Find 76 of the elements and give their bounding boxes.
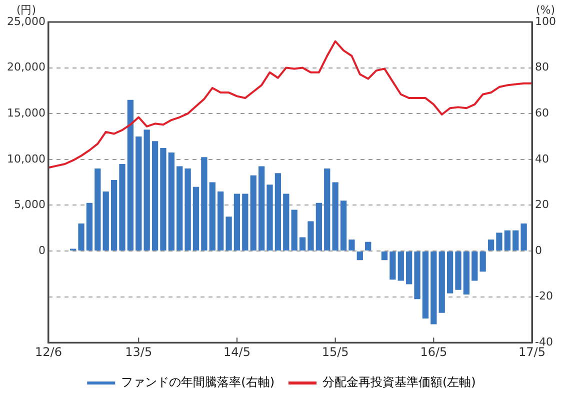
- y-tick-label: 25,000: [6, 14, 46, 28]
- bar: [414, 252, 420, 300]
- bar: [119, 164, 126, 250]
- bar: [520, 224, 527, 250]
- bar: [438, 252, 445, 313]
- bar: [127, 100, 134, 250]
- bar: [488, 240, 494, 250]
- bar: [209, 182, 216, 250]
- y-tick-label: 15,000: [6, 106, 46, 120]
- bar: [308, 221, 314, 250]
- bar: [446, 252, 454, 294]
- bar: [102, 191, 109, 250]
- bar: [496, 232, 502, 250]
- bar: [390, 252, 396, 280]
- bar: [250, 175, 256, 250]
- legend-label: 分配金再投資基準価額(左軸): [322, 375, 476, 390]
- bar: [136, 136, 142, 250]
- y2-tick-label: 20: [535, 198, 550, 212]
- bar: [192, 186, 200, 250]
- y-tick-label: 10,000: [6, 152, 46, 166]
- y-axis-title: (円): [16, 3, 36, 16]
- bar: [218, 191, 224, 250]
- bar: [299, 237, 306, 250]
- bar: [332, 182, 338, 250]
- bar: [316, 202, 322, 250]
- bar: [324, 168, 330, 250]
- bar: [226, 216, 232, 250]
- bar: [422, 252, 429, 319]
- bar: [168, 152, 174, 250]
- bar: [78, 224, 84, 250]
- bar: [356, 252, 363, 260]
- x-tick-label: 15/5: [322, 344, 349, 359]
- bar: [348, 240, 355, 250]
- x-tick-label: 13/5: [125, 344, 152, 359]
- x-tick-label: 16/5: [420, 344, 448, 359]
- bar: [258, 166, 265, 250]
- bar: [480, 252, 486, 272]
- bar: [266, 184, 273, 250]
- y2-tick-label: -20: [535, 290, 553, 303]
- bar: [291, 210, 298, 250]
- y2-tick-label: 40: [535, 152, 550, 166]
- legend-label: ファンドの年間騰落率(右軸): [121, 375, 275, 390]
- bar: [234, 194, 240, 250]
- bar: [144, 130, 150, 250]
- bar: [274, 173, 282, 250]
- bar: [184, 168, 191, 250]
- y2-tick-label: 80: [535, 60, 550, 74]
- y-tick-label: 0: [38, 244, 46, 257]
- bar: [430, 252, 437, 324]
- bar: [152, 141, 158, 250]
- bar: [201, 157, 208, 250]
- bar: [406, 252, 412, 284]
- y2-tick-label: 100: [535, 14, 556, 28]
- bar: [455, 252, 462, 290]
- bar: [94, 168, 101, 250]
- bar: [365, 242, 372, 250]
- y2-axis-title: (%): [536, 3, 556, 16]
- y2-tick-label: 0: [535, 244, 542, 257]
- y-tick-label: 5,000: [14, 198, 46, 212]
- bar: [472, 252, 478, 281]
- y-tick-label: 20,000: [6, 60, 46, 74]
- x-tick-label: 12/6: [35, 344, 62, 359]
- bar: [340, 200, 347, 250]
- bar: [463, 252, 470, 295]
- bar: [381, 252, 388, 260]
- bar: [504, 230, 510, 250]
- x-tick-label: 14/5: [224, 344, 250, 359]
- bar: [398, 252, 404, 281]
- bar: [242, 194, 248, 250]
- bar: [160, 148, 166, 250]
- y2-tick-label: 60: [535, 106, 550, 120]
- bar: [176, 166, 183, 250]
- bar: [86, 202, 93, 250]
- bar: [283, 194, 290, 250]
- bar: [512, 230, 519, 250]
- bar: [110, 180, 118, 250]
